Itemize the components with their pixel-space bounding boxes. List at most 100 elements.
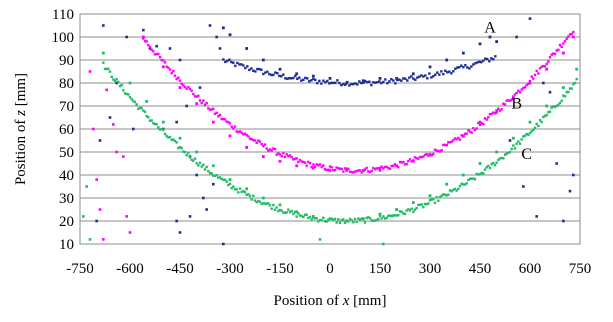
data-point <box>145 100 149 103</box>
outlier-point <box>128 231 132 234</box>
curve-point <box>402 160 405 164</box>
curve-point <box>228 58 231 61</box>
curve-point <box>316 81 319 85</box>
curve-point <box>420 203 423 206</box>
y-tick-label: 90 <box>59 53 74 69</box>
curve-point <box>260 202 263 206</box>
curve-point <box>464 64 467 67</box>
data-point <box>488 35 492 39</box>
curve-point <box>337 218 340 221</box>
curve-point <box>195 162 198 165</box>
curve-point <box>272 73 275 77</box>
curve-point <box>265 147 268 150</box>
curve-point <box>187 85 190 89</box>
curve-point <box>417 203 420 207</box>
curve-point <box>572 30 575 34</box>
curve-point <box>317 164 320 167</box>
curve-point <box>162 59 165 62</box>
outlier-point <box>178 58 182 62</box>
curve-point <box>205 165 208 169</box>
curve-point <box>288 210 292 214</box>
curve-point <box>284 77 287 80</box>
curve-point <box>512 97 515 100</box>
curve-point <box>358 80 361 83</box>
curve-point <box>165 65 168 68</box>
curve-point <box>467 178 470 182</box>
data-point <box>445 182 449 186</box>
data-point <box>361 169 365 172</box>
data-point <box>278 67 282 71</box>
curve-point <box>453 137 457 140</box>
curve-point <box>560 45 563 49</box>
curve-point <box>442 143 445 147</box>
curve-point <box>240 190 243 194</box>
curve-point <box>463 132 467 136</box>
data-point <box>245 187 249 191</box>
curve-point <box>140 106 143 110</box>
curve-point <box>297 212 300 215</box>
curve-point <box>448 141 452 144</box>
data-point <box>545 67 549 71</box>
curve-point <box>548 56 552 59</box>
curve-point <box>460 134 463 137</box>
outlier-point <box>88 70 92 73</box>
outlier-point <box>122 155 125 158</box>
curve-point <box>327 168 330 171</box>
outlier-point <box>318 238 322 241</box>
curve-point <box>277 152 280 155</box>
series-label: C <box>521 146 532 163</box>
data-point <box>461 173 465 177</box>
curve-point <box>337 166 340 170</box>
outlier-point <box>102 24 105 27</box>
curve-point <box>268 148 272 151</box>
curve-point <box>410 160 413 163</box>
curve-point <box>207 107 210 110</box>
curve-point <box>180 82 183 86</box>
curve-point <box>512 144 515 147</box>
curve-point <box>278 74 281 78</box>
curve-point <box>302 78 305 82</box>
curve-point <box>548 110 552 113</box>
curve-point <box>222 178 225 182</box>
curve-point <box>532 77 535 80</box>
curve-point <box>448 189 452 192</box>
curve-point <box>408 209 412 212</box>
curve-point <box>373 219 377 222</box>
curve-point <box>443 193 447 196</box>
data-point <box>311 166 315 170</box>
curve-point <box>183 150 187 154</box>
curve-point <box>388 80 391 83</box>
curve-point <box>423 153 427 157</box>
curve-point <box>540 65 543 68</box>
curve-point <box>418 203 422 207</box>
curve-point <box>157 52 160 56</box>
curve-point <box>324 81 327 84</box>
curve-point <box>432 75 435 78</box>
curve-point <box>270 207 273 210</box>
curve-point <box>467 129 470 132</box>
curve-point <box>527 82 530 85</box>
x-tick-label: 600 <box>519 261 542 277</box>
curve-point <box>508 150 512 154</box>
curve-point <box>488 113 492 116</box>
curve-point <box>438 73 441 76</box>
curve-point <box>542 65 545 68</box>
curve-point <box>340 83 343 87</box>
y-axis-title-variable: z <box>13 110 29 117</box>
curve-point <box>125 92 128 96</box>
curve-point <box>222 58 225 61</box>
curve-point <box>398 160 402 164</box>
curve-point <box>267 149 270 152</box>
outlier-point <box>515 35 518 39</box>
outlier-point <box>115 81 118 85</box>
curve-point <box>160 58 163 62</box>
curve-point <box>336 79 339 82</box>
data-point <box>561 51 565 55</box>
curve-point <box>423 202 427 206</box>
outlier-point <box>98 139 102 142</box>
curve-point <box>163 132 167 136</box>
data-point <box>478 42 482 46</box>
curve-point <box>183 85 187 89</box>
y-tick-label: 30 <box>59 191 74 207</box>
curve-point <box>320 82 323 85</box>
